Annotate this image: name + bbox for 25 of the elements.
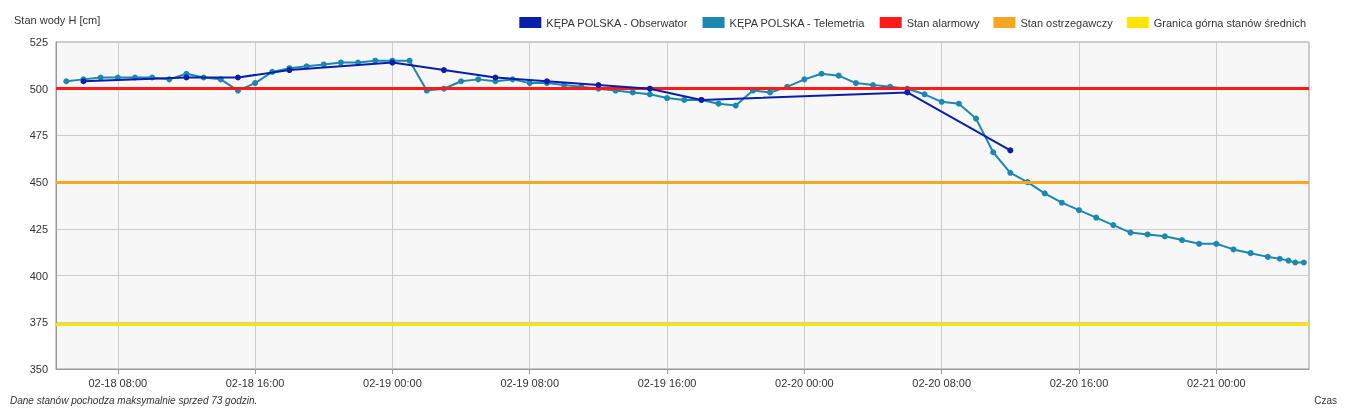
legend-label: Stan alarmowy [906,16,980,29]
y-axis-title: Stan wody H [cm] [14,13,101,26]
y-tick-label: 525 [29,36,48,48]
y-tick-label: 450 [29,176,48,189]
legend-label: Stan ostrzegawczy [1020,16,1114,29]
y-tick-label: 500 [29,82,48,95]
x-tick-label: 02-18 16:00 [225,376,285,389]
x-tick-label: 02-18 08:00 [88,376,148,389]
x-tick-label: 02-21 00:00 [1186,376,1246,389]
y-tick-label: 475 [29,129,48,142]
y-tick-label: 350 [29,363,48,375]
legend-label: Granica górna stanów średnich [1153,16,1306,29]
x-tick-label: 02-20 00:00 [775,376,834,389]
y-tick-label: 425 [29,222,48,235]
text: Dane stanów pochodza maksymalnie sprzed 73 godzin. [10,394,258,406]
legend-label: KĘPA POLSKA - Telemetria [729,16,866,29]
y-tick-label: 375 [29,316,48,329]
x-tick-label: 02-19 16:00 [637,376,697,389]
x-tick-label: 02-19 08:00 [500,376,560,389]
x-axis-title: Czas [1314,394,1338,406]
legend-label: KĘPA POLSKA - Obserwator [546,16,688,29]
x-tick-label: 02-19 00:00 [363,376,422,389]
y-tick-label: 400 [29,269,48,282]
x-tick-label: 02-20 16:00 [1049,376,1109,389]
x-tick-label: 02-20 08:00 [912,376,972,389]
